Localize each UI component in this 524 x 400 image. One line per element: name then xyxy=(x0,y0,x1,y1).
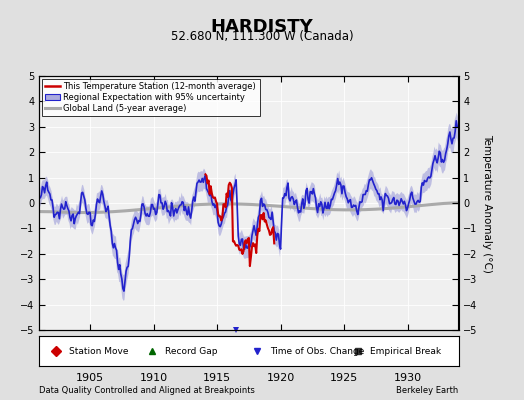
Text: Time of Obs. Change: Time of Obs. Change xyxy=(270,346,364,356)
Text: 1905: 1905 xyxy=(76,373,104,383)
Text: Empirical Break: Empirical Break xyxy=(370,346,442,356)
Y-axis label: Temperature Anomaly (°C): Temperature Anomaly (°C) xyxy=(482,134,492,272)
Text: 1910: 1910 xyxy=(139,373,168,383)
Text: Berkeley Earth: Berkeley Earth xyxy=(396,386,458,395)
Text: 1915: 1915 xyxy=(203,373,231,383)
Text: Record Gap: Record Gap xyxy=(165,346,217,356)
Text: Data Quality Controlled and Aligned at Breakpoints: Data Quality Controlled and Aligned at B… xyxy=(39,386,255,395)
Text: 52.680 N, 111.300 W (Canada): 52.680 N, 111.300 W (Canada) xyxy=(171,30,353,43)
Text: Station Move: Station Move xyxy=(69,346,128,356)
Text: 1920: 1920 xyxy=(267,373,295,383)
Text: HARDISTY: HARDISTY xyxy=(211,18,313,36)
Text: 1930: 1930 xyxy=(394,373,422,383)
Legend: This Temperature Station (12-month average), Regional Expectation with 95% uncer: This Temperature Station (12-month avera… xyxy=(42,78,259,116)
Text: 1925: 1925 xyxy=(330,373,358,383)
